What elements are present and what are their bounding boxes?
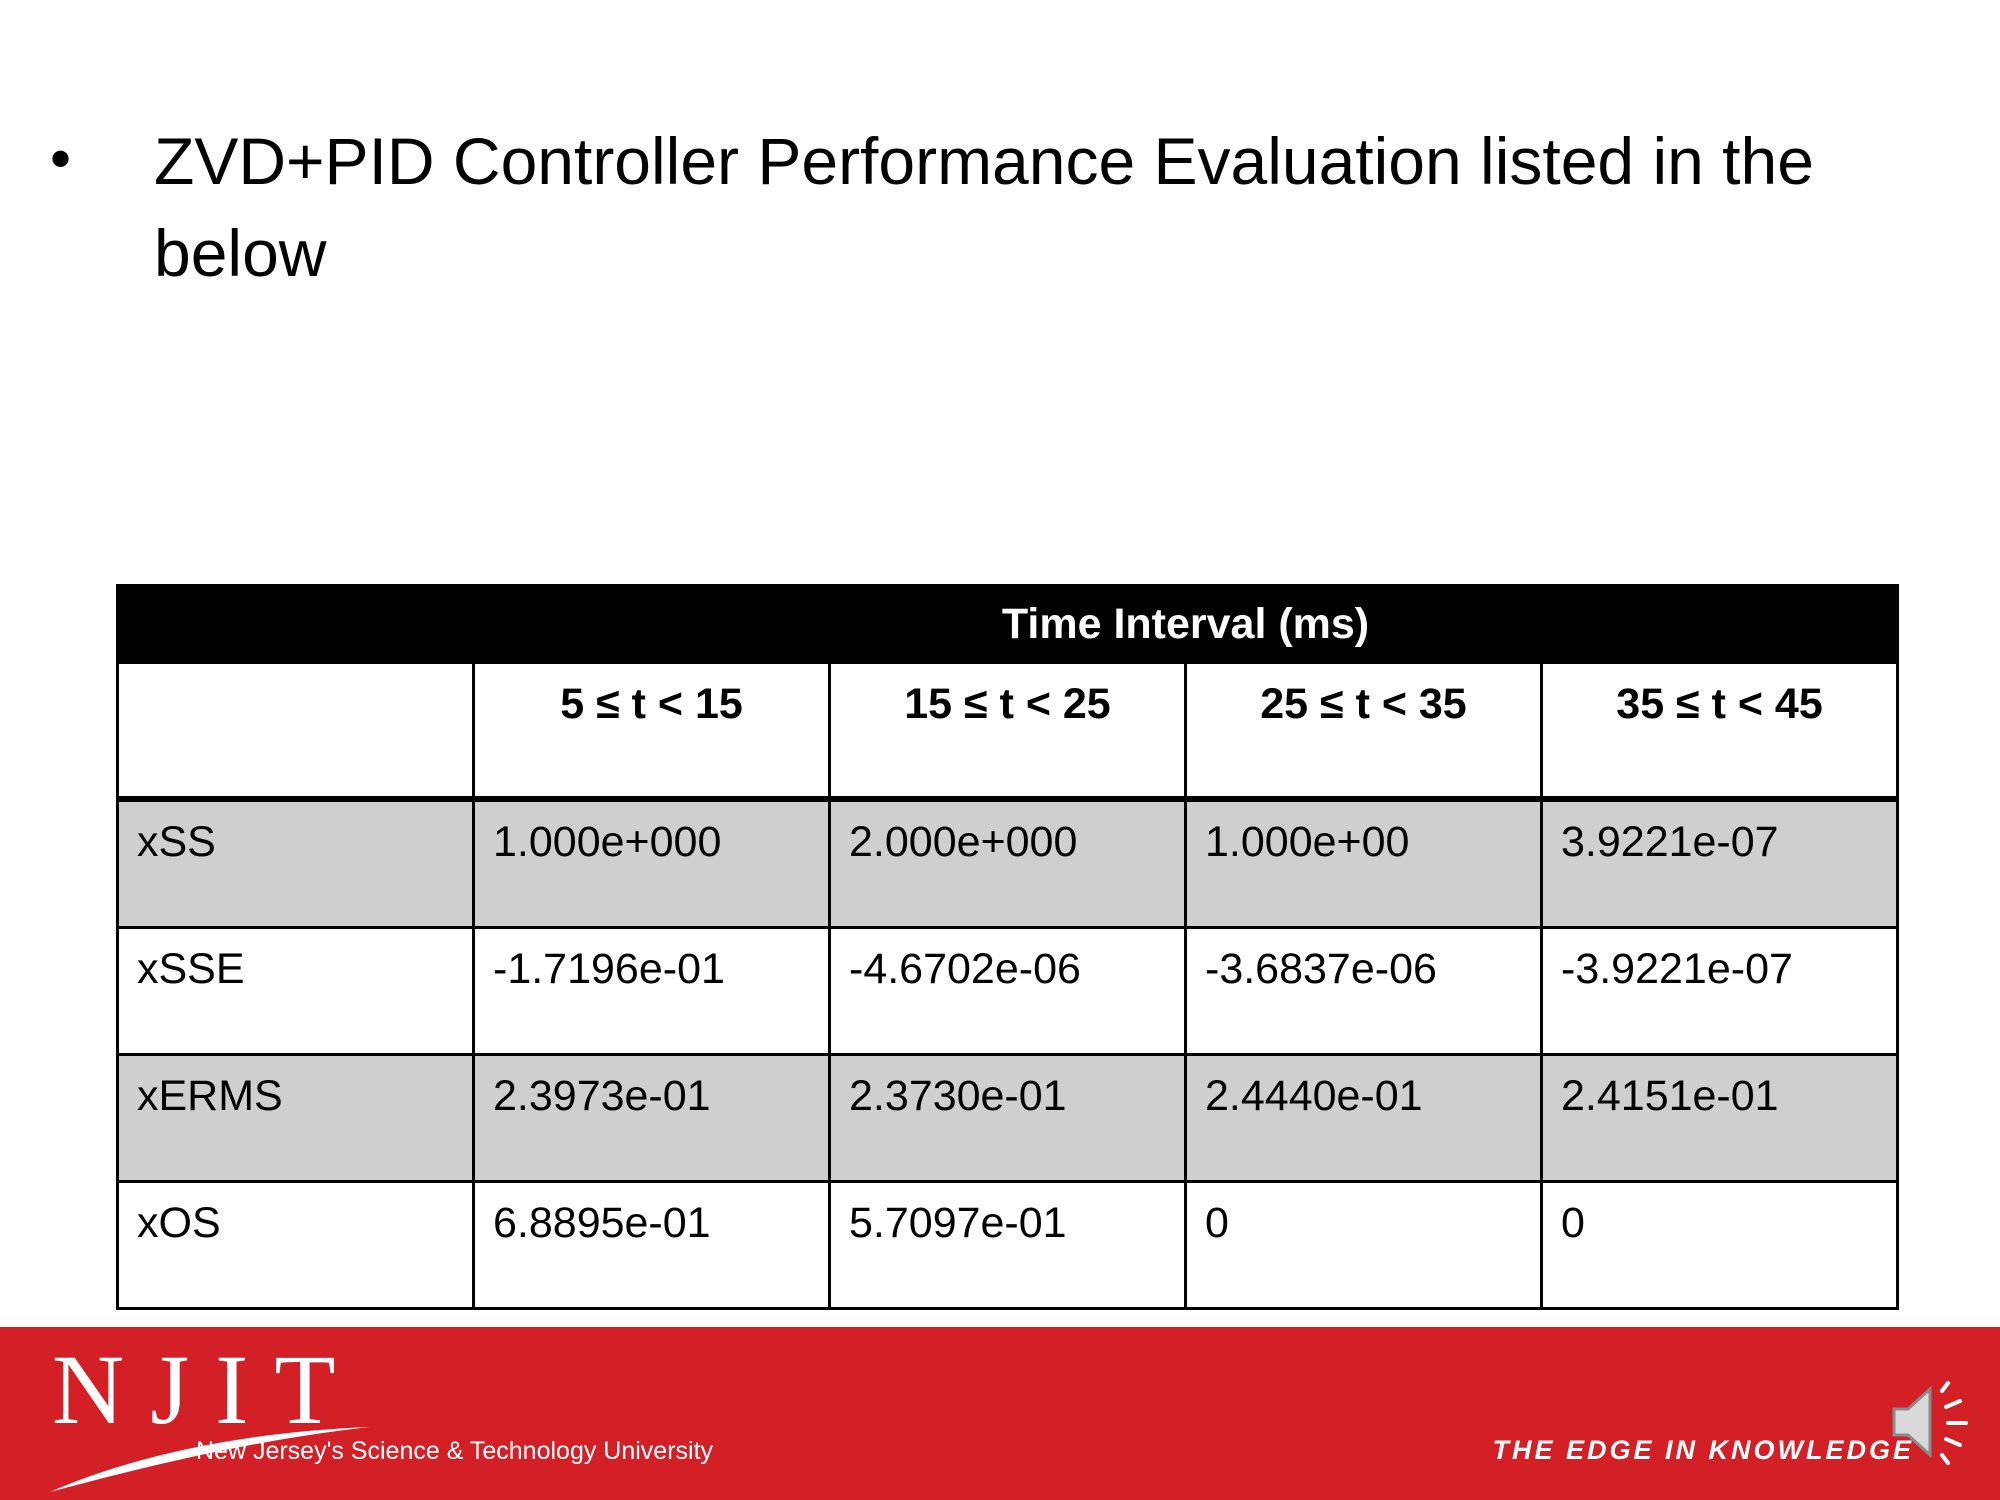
table-cell: 5.7097e-01 <box>828 1180 1187 1310</box>
row-label: xERMS <box>116 1053 475 1183</box>
table-cell: -4.6702e-06 <box>828 926 1187 1056</box>
table-cell: 1.000e+00 <box>1184 797 1543 929</box>
table-row-xss: xSS 1.000e+000 2.000e+000 1.000e+00 3.92… <box>116 797 1900 929</box>
table-cell: -1.7196e-01 <box>472 926 831 1056</box>
table-cell: 2.3973e-01 <box>472 1053 831 1183</box>
row-label: xOS <box>116 1180 475 1310</box>
bullet-text: ZVD+PID Controller Performance Evaluatio… <box>154 124 1814 290</box>
table-row-xos: xOS 6.8895e-01 5.7097e-01 0 0 <box>116 1180 1900 1310</box>
table-cell: 2.4440e-01 <box>1184 1053 1543 1183</box>
table-blank-header <box>116 661 475 802</box>
table-cell: -3.6837e-06 <box>1184 926 1543 1056</box>
table-cell: 2.3730e-01 <box>828 1053 1187 1183</box>
table-row-xerms: xERMS 2.3973e-01 2.3730e-01 2.4440e-01 2… <box>116 1053 1900 1183</box>
table-cell: 0 <box>1539 1180 1900 1310</box>
njit-logo: NJIT <box>52 1334 362 1445</box>
table-cell: -3.9221e-07 <box>1539 926 1900 1056</box>
table-cell: 0 <box>1184 1180 1543 1310</box>
table-cell: 6.8895e-01 <box>472 1180 831 1310</box>
row-label: xSS <box>116 797 475 929</box>
column-header: 25 ≤ t < 35 <box>1184 661 1543 802</box>
column-header: 15 ≤ t < 25 <box>828 661 1187 802</box>
logo-subtitle: New Jersey's Science & Technology Univer… <box>196 1437 714 1465</box>
time-interval-header: Time Interval (ms) <box>471 584 1900 664</box>
performance-table: Time Interval (ms) 5 ≤ t < 15 15 ≤ t < 2… <box>116 584 1900 1310</box>
table-cell: 3.9221e-07 <box>1539 797 1900 929</box>
bullet-point: • ZVD+PID Controller Performance Evaluat… <box>50 115 1950 299</box>
tagline: THE EDGE IN KNOWLEDGE <box>1492 1435 1914 1465</box>
column-header: 5 ≤ t < 15 <box>472 661 831 802</box>
row-label: xSSE <box>116 926 475 1056</box>
footer-bar: NJIT New Jersey's Science & Technology U… <box>0 1327 2000 1500</box>
table-group-header-row: Time Interval (ms) <box>116 584 1900 664</box>
table-cell: 2.4151e-01 <box>1539 1053 1900 1183</box>
table-column-header-row: 5 ≤ t < 15 15 ≤ t < 25 25 ≤ t < 35 35 ≤ … <box>116 661 1900 802</box>
table-cell: 1.000e+000 <box>472 797 831 929</box>
speaker-icon[interactable] <box>1888 1377 1972 1467</box>
table-corner-cell <box>116 584 475 664</box>
column-header: 35 ≤ t < 45 <box>1539 661 1900 802</box>
table-row-xsse: xSSE -1.7196e-01 -4.6702e-06 -3.6837e-06… <box>116 926 1900 1056</box>
bullet-dot: • <box>50 125 72 192</box>
table-cell: 2.000e+000 <box>828 797 1187 929</box>
